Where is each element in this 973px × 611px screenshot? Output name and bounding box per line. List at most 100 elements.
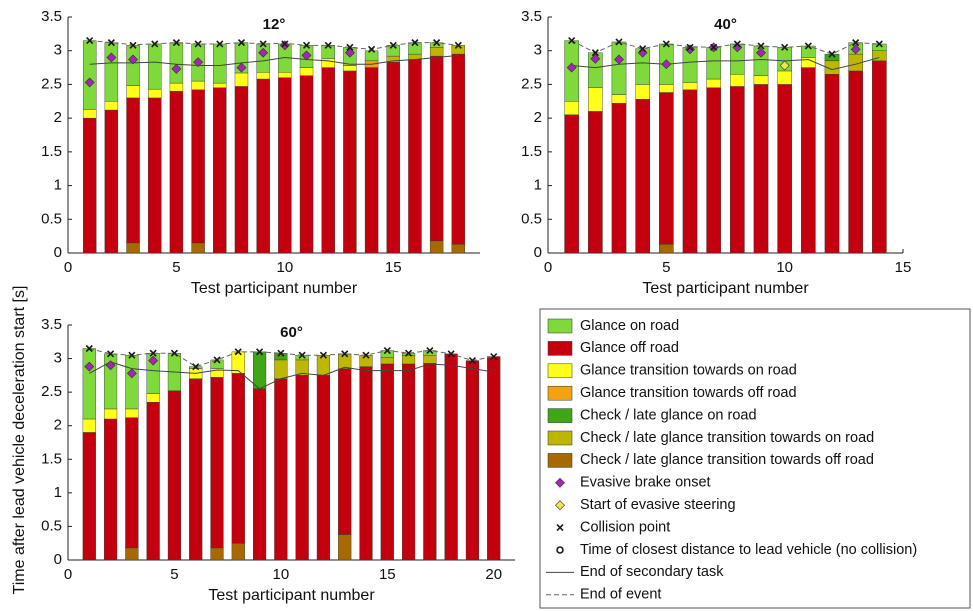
bar-segment — [343, 65, 357, 72]
bar-segment — [82, 432, 96, 561]
marker — [84, 361, 95, 372]
bar-segment — [125, 408, 139, 418]
y-tick-label: 3 — [54, 42, 62, 59]
bar-segment — [252, 388, 267, 561]
x-tick-label: 10 — [776, 259, 793, 276]
marker — [411, 39, 419, 47]
bar-segment — [191, 89, 205, 244]
y-tick-label: 1.5 — [41, 450, 62, 467]
bar-segment — [338, 353, 352, 369]
marker — [193, 57, 204, 68]
bar-segment — [169, 90, 184, 254]
bar-segment — [274, 378, 288, 561]
x-tick-label: 0 — [64, 566, 72, 583]
marker — [129, 41, 137, 49]
bar-segment — [148, 43, 162, 90]
marker — [237, 39, 246, 47]
y-tick-label: 2.5 — [521, 75, 542, 92]
bar-segment — [299, 67, 314, 76]
bar-segment — [295, 375, 309, 561]
marker — [568, 37, 576, 45]
legend-swatch — [547, 363, 573, 379]
x-tick-label: 0 — [64, 259, 72, 276]
bar-segment — [148, 97, 162, 254]
bar-segment — [104, 109, 119, 254]
marker — [804, 42, 812, 50]
bar-segment — [252, 351, 267, 389]
marker — [368, 45, 376, 53]
marker — [234, 348, 242, 356]
marker — [389, 41, 397, 49]
legend-box — [539, 308, 971, 609]
y-tick-label: 3.5 — [41, 8, 62, 25]
bar-segment — [564, 114, 579, 254]
marker — [454, 41, 462, 49]
bar-segment — [429, 240, 444, 254]
bar-segment — [234, 72, 249, 87]
legend-swatch — [547, 341, 573, 356]
bar-segment — [256, 72, 270, 80]
bar-segment — [730, 86, 745, 254]
legend-swatch — [547, 318, 573, 334]
marker — [170, 349, 178, 357]
y-tick-label: 3 — [534, 42, 542, 59]
x-axis-label: Test participant number — [208, 587, 375, 604]
bar-segment — [146, 402, 160, 561]
x-tick-label: 15 — [379, 566, 396, 583]
marker — [277, 349, 285, 357]
bar-segment — [274, 359, 288, 379]
legend-swatch — [555, 477, 565, 488]
bar-segment — [611, 103, 627, 254]
event-end-line — [571, 40, 880, 55]
marker — [281, 40, 289, 48]
bar-segment — [408, 42, 422, 55]
marker — [258, 47, 269, 58]
x-tick-label: 0 — [544, 259, 552, 276]
marker — [84, 77, 95, 88]
bar-segment — [682, 82, 698, 91]
marker — [107, 350, 115, 358]
bar-segment — [191, 242, 205, 254]
marker — [852, 39, 860, 47]
marker — [151, 40, 159, 48]
marker — [828, 50, 836, 58]
bar-segment — [299, 75, 314, 254]
x-tick-label: 5 — [170, 566, 178, 583]
bar-segment — [611, 41, 627, 95]
marker — [148, 355, 159, 366]
marker — [341, 350, 349, 358]
legend-label: Check / late glance transition towards o… — [580, 430, 874, 446]
marker — [85, 344, 93, 353]
y-tick-label: 0 — [54, 244, 62, 261]
y-tick-label: 2.5 — [41, 75, 62, 92]
bar-segment — [82, 418, 96, 433]
marker — [781, 43, 789, 51]
bar-segment — [444, 353, 458, 561]
marker — [591, 49, 599, 57]
bar-segment — [824, 74, 840, 254]
bar-segment — [213, 82, 227, 89]
marker — [236, 62, 247, 73]
bar-segment — [777, 84, 792, 254]
marker — [710, 43, 718, 51]
bar-segment — [364, 67, 379, 254]
marker — [279, 40, 290, 51]
y-tick-label: 2 — [534, 109, 542, 126]
bar-segment — [343, 70, 357, 254]
x-tick-label: 15 — [385, 259, 402, 276]
y-tick-label: 1 — [54, 484, 62, 501]
bar-segment — [169, 42, 184, 84]
y-tick-label: 2 — [54, 417, 62, 434]
marker — [686, 43, 694, 51]
marker — [172, 39, 180, 47]
x-axis-label: Test participant number — [642, 280, 809, 297]
bar-segment — [278, 77, 292, 254]
legend-swatch — [547, 430, 573, 446]
x-tick-label: 5 — [172, 259, 180, 276]
bar-segment — [730, 74, 745, 87]
bar-segment — [635, 84, 650, 100]
bar-segment — [104, 101, 119, 111]
bar-segment — [588, 87, 603, 112]
y-tick-label: 2 — [54, 109, 62, 126]
